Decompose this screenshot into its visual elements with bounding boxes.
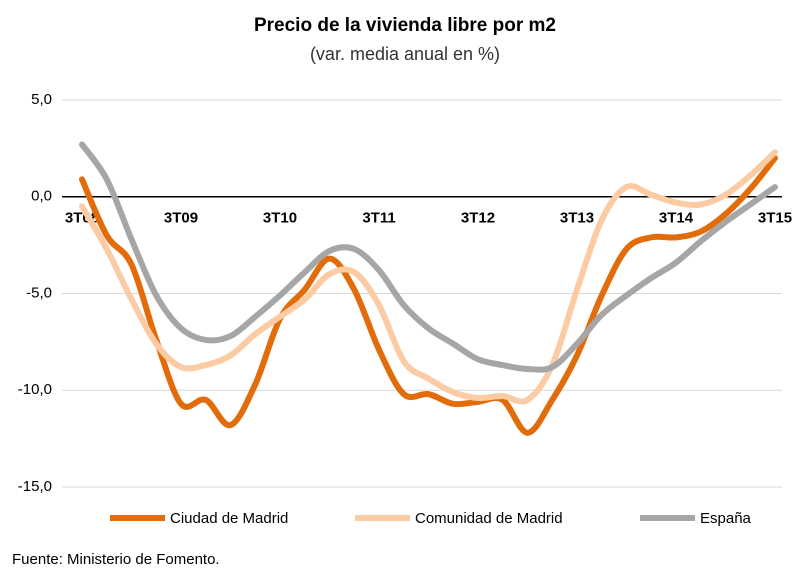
legend-item: Comunidad de Madrid [355, 510, 563, 527]
legend-label: España [700, 510, 752, 527]
x-tick-label: 3T14 [659, 210, 694, 227]
y-tick-label: 5,0 [31, 91, 52, 108]
x-tick-label: 3T13 [560, 210, 594, 227]
source-note: Fuente: Ministerio de Fomento. [12, 551, 220, 568]
series-line [79, 149, 778, 405]
legend-item: Ciudad de Madrid [110, 510, 288, 527]
x-tick-label: 3T10 [263, 210, 297, 227]
chart-title: Precio de la vivienda libre por m2 [254, 15, 556, 36]
y-tick-label: -15,0 [18, 478, 52, 495]
y-tick-label: -5,0 [26, 284, 52, 301]
x-tick-label: 3T12 [461, 210, 495, 227]
legend-item: España [640, 510, 752, 527]
series-line [79, 155, 778, 436]
series-line [79, 141, 778, 373]
x-tick-label: 3T15 [758, 210, 792, 227]
y-tick-label: -10,0 [18, 381, 52, 398]
legend-label: Comunidad de Madrid [415, 510, 563, 527]
x-tick-label: 3T09 [164, 210, 198, 227]
legend-label: Ciudad de Madrid [170, 510, 288, 527]
chart-subtitle: (var. media anual en %) [310, 44, 500, 64]
y-tick-label: 0,0 [31, 188, 52, 205]
x-tick-label: 3T11 [362, 210, 395, 227]
